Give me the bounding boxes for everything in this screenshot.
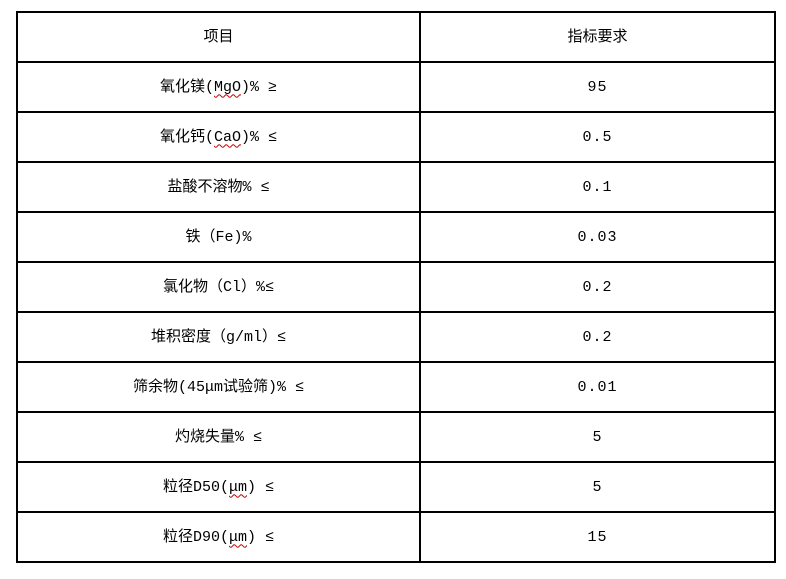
table-row: 堆积密度（g/ml）≤ 0.2 bbox=[16, 311, 776, 363]
value-cell: 0.2 bbox=[419, 261, 776, 313]
item-cell: 粒径D90(μm) ≤ bbox=[16, 511, 421, 563]
item-label-suffix: )% ≥ bbox=[241, 78, 278, 96]
table-row: 氯化物（Cl）%≤ 0.2 bbox=[16, 261, 776, 313]
item-label: 氧化钙( bbox=[159, 128, 214, 146]
item-cell: 盐酸不溶物% ≤ bbox=[16, 161, 421, 213]
item-label-suffix: ) ≤ bbox=[247, 528, 275, 546]
value-cell: 15 bbox=[419, 511, 776, 563]
item-cell: 铁（Fe)% bbox=[16, 211, 421, 263]
item-label-suffix: ) ≤ bbox=[247, 478, 275, 496]
table-row: 盐酸不溶物% ≤ 0.1 bbox=[16, 161, 776, 213]
item-label: 筛余物(45μm试验筛)% ≤ bbox=[132, 378, 304, 396]
item-label: 粒径D50( bbox=[162, 478, 229, 496]
item-cell: 粒径D50(μm) ≤ bbox=[16, 461, 421, 513]
item-label-suffix: )% ≤ bbox=[241, 128, 278, 146]
item-cell: 氧化钙(CaO)% ≤ bbox=[16, 111, 421, 163]
table-row: 铁（Fe)% 0.03 bbox=[16, 211, 776, 263]
table-row: 粒径D90(μm) ≤ 15 bbox=[16, 511, 776, 563]
item-label: 铁（Fe)% bbox=[185, 228, 252, 246]
value-cell: 95 bbox=[419, 61, 776, 113]
item-label: 粒径D90( bbox=[162, 528, 229, 546]
value-cell: 0.01 bbox=[419, 361, 776, 413]
item-label-misspelled: μm bbox=[228, 478, 247, 496]
item-label: 氯化物（Cl）%≤ bbox=[162, 278, 274, 296]
item-cell: 氧化镁(MgO)% ≥ bbox=[16, 61, 421, 113]
table-row: 筛余物(45μm试验筛)% ≤ 0.01 bbox=[16, 361, 776, 413]
item-label-misspelled: MgO bbox=[213, 78, 241, 96]
item-label-misspelled: CaO bbox=[213, 128, 241, 146]
value-cell: 0.5 bbox=[419, 111, 776, 163]
item-cell: 灼烧失量% ≤ bbox=[16, 411, 421, 463]
header-requirement-column: 指标要求 bbox=[419, 11, 776, 63]
item-cell: 氯化物（Cl）%≤ bbox=[16, 261, 421, 313]
table-row: 氧化镁(MgO)% ≥ 95 bbox=[16, 61, 776, 113]
header-row: 项目 指标要求 bbox=[16, 11, 776, 63]
item-label: 灼烧失量% ≤ bbox=[174, 428, 262, 446]
value-cell: 5 bbox=[419, 411, 776, 463]
value-cell: 0.2 bbox=[419, 311, 776, 363]
value-cell: 5 bbox=[419, 461, 776, 513]
item-label-misspelled: μm bbox=[228, 528, 247, 546]
item-label: 堆积密度（g/ml）≤ bbox=[150, 328, 286, 346]
value-cell: 0.03 bbox=[419, 211, 776, 263]
item-cell: 堆积密度（g/ml）≤ bbox=[16, 311, 421, 363]
item-label: 氧化镁( bbox=[159, 78, 214, 96]
item-label: 盐酸不溶物% ≤ bbox=[167, 178, 270, 196]
table-row: 粒径D50(μm) ≤ 5 bbox=[16, 461, 776, 513]
spec-table: 项目 指标要求 氧化镁(MgO)% ≥ 95 氧化钙(CaO)% ≤ 0.5 盐… bbox=[16, 11, 776, 563]
table-row: 氧化钙(CaO)% ≤ 0.5 bbox=[16, 111, 776, 163]
table-row: 灼烧失量% ≤ 5 bbox=[16, 411, 776, 463]
value-cell: 0.1 bbox=[419, 161, 776, 213]
item-cell: 筛余物(45μm试验筛)% ≤ bbox=[16, 361, 421, 413]
header-item-column: 项目 bbox=[16, 11, 421, 63]
